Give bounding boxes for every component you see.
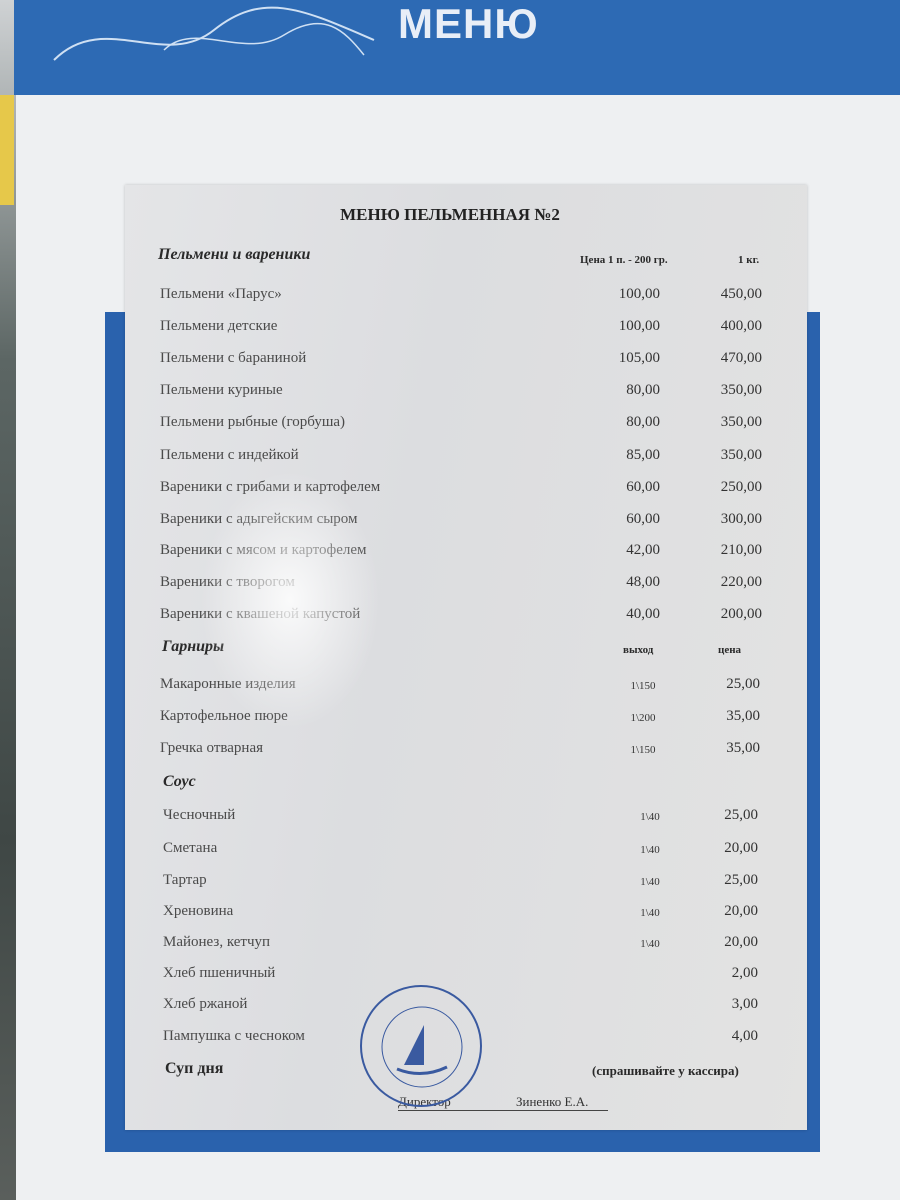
price-kg: 250,00	[720, 479, 762, 495]
garnish-price: 35,00	[726, 740, 760, 756]
official-stamp	[360, 985, 482, 1107]
price-portion: 60,00	[626, 511, 660, 527]
col-header-portion: Цена 1 п. - 200 гр.	[580, 254, 668, 266]
price-kg: 300,00	[720, 511, 762, 527]
sauce-output: 1\40	[640, 811, 660, 823]
sauce-name: Майонез, кетчуп	[163, 934, 271, 950]
light-glare	[200, 470, 380, 730]
section-dumplings: Пельмени и вареники	[158, 246, 311, 263]
price-portion: 80,00	[626, 414, 660, 430]
sauce-name: Сметана	[163, 840, 218, 856]
sailboat-stamp-icon	[381, 1006, 463, 1088]
sauce-name: Хлеб ржаной	[163, 996, 248, 1012]
garnish-output: 1\150	[630, 744, 656, 756]
sauce-price: 2,00	[731, 965, 758, 981]
sauce-price: 25,00	[724, 872, 758, 888]
sauce-price: 20,00	[724, 934, 758, 950]
price-kg: 210,00	[720, 542, 762, 558]
price-portion: 60,00	[626, 479, 660, 495]
price-kg: 200,00	[720, 606, 762, 622]
price-portion: 80,00	[626, 382, 660, 398]
sauce-price: 20,00	[724, 840, 758, 856]
signature-name: Зиненко Е.А.	[516, 1094, 589, 1109]
soup-of-day: Суп дня	[165, 1060, 224, 1077]
sauce-price: 25,00	[724, 807, 758, 823]
col-header-price: цена	[718, 644, 742, 656]
menu-item-name: Пельмени «Парус»	[160, 286, 282, 302]
sauce-name: Хреновина	[163, 903, 234, 919]
sauce-price: 4,00	[731, 1028, 758, 1044]
sauce-name: Тартар	[163, 872, 207, 888]
menu-item-name: Пельмени с бараниной	[160, 350, 307, 366]
price-kg: 350,00	[720, 414, 762, 430]
sauce-output: 1\40	[640, 938, 660, 950]
menu-item-name: Пельмени с индейкой	[160, 447, 299, 463]
menu-item-name: Пельмени рыбные (горбуша)	[160, 414, 346, 430]
price-portion: 100,00	[618, 318, 660, 334]
price-kg: 350,00	[720, 447, 762, 463]
price-kg: 220,00	[720, 574, 762, 590]
soup-note: (спрашивайте у кассира)	[592, 1063, 739, 1078]
price-portion: 85,00	[626, 447, 660, 463]
garnish-price: 25,00	[726, 676, 760, 692]
price-portion: 42,00	[626, 542, 660, 558]
sauce-price: 3,00	[731, 996, 758, 1012]
menu-title: МЕНЮ ПЕЛЬМЕННАЯ №2	[340, 205, 560, 224]
section-sauce: Соус	[163, 773, 196, 790]
sauce-output: 1\40	[640, 844, 660, 856]
sauce-name: Чесночный	[163, 807, 236, 823]
garnish-name: Гречка отварная	[160, 740, 264, 756]
garnish-price: 35,00	[726, 708, 760, 724]
col-header-out: выход	[623, 644, 654, 656]
price-portion: 48,00	[626, 574, 660, 590]
header-title: МЕНЮ	[398, 0, 539, 47]
menu-item-name: Пельмени детские	[160, 318, 278, 334]
price-kg: 400,00	[720, 318, 762, 334]
price-portion: 105,00	[618, 350, 660, 366]
header-banner	[14, 0, 900, 95]
yellow-edge	[0, 95, 14, 205]
price-kg: 470,00	[720, 350, 762, 366]
garnish-output: 1\200	[630, 712, 656, 724]
menu-item-name: Пельмени куриные	[160, 382, 283, 398]
garnish-output: 1\150	[630, 680, 656, 692]
sauce-name: Хлеб пшеничный	[163, 965, 276, 981]
sauce-name: Пампушка с чесноком	[163, 1028, 305, 1044]
price-kg: 350,00	[720, 382, 762, 398]
decorative-swirl-icon	[53, 6, 375, 61]
sauce-output: 1\40	[640, 907, 660, 919]
price-portion: 40,00	[626, 606, 660, 622]
price-portion: 100,00	[618, 286, 660, 302]
price-kg: 450,00	[720, 286, 762, 302]
col-header-kg: 1 кг.	[738, 254, 760, 266]
sauce-price: 20,00	[724, 903, 758, 919]
sauce-output: 1\40	[640, 876, 660, 888]
background-wall	[0, 0, 16, 1200]
